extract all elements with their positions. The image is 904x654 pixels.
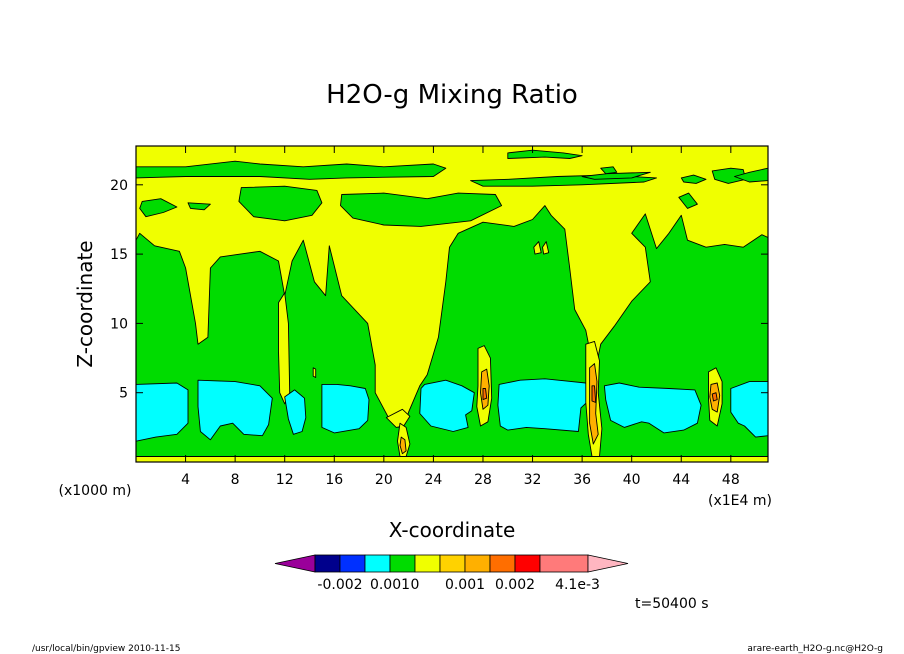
colorbar-labels: -0.002 0.001 0 0.001 0.002 4.1e-3: [317, 577, 599, 593]
chart-title: H2O-g Mixing Ratio: [326, 80, 578, 110]
x-unit-right: (x1E4 m): [708, 493, 772, 509]
x-axis-ticks: 4 8 12 16 20 24 28 32 36 40 44 48: [181, 146, 740, 488]
plot-frame: [135, 145, 769, 463]
y-tick-label: 5: [119, 386, 128, 402]
x-tick-label: 44: [672, 472, 690, 488]
colorbar-swatch: [464, 554, 491, 573]
contour-region-cyan: [136, 382, 189, 442]
contour-region-yellow: [533, 241, 542, 255]
colorbar-swatch: [489, 554, 516, 573]
contour-region-cyan: [497, 378, 589, 432]
x-tick-label: 20: [375, 472, 393, 488]
y-tick-label: 10: [110, 316, 128, 332]
x-tick-label: 16: [325, 472, 343, 488]
y-axis-ticks: 5 10 15 20: [110, 178, 768, 402]
contour-region-cyan: [321, 383, 370, 434]
contour-region-green: [680, 174, 707, 184]
colorbar-label: 0: [411, 577, 420, 593]
contour-region-orange: [482, 388, 488, 401]
contour-region-cyan: [730, 381, 768, 438]
contour-region-cyan: [197, 379, 273, 441]
contour-region-green: [136, 160, 447, 180]
colorbar-swatch: [389, 554, 416, 573]
footer-right: arare-earth_H2O-g.nc@H2O-g: [747, 644, 883, 654]
colorbar-swatch: [314, 554, 341, 573]
colorbar-swatch: [539, 554, 589, 573]
contour-region-green: [187, 202, 211, 211]
colorbar: [274, 554, 629, 573]
contour-region-green: [507, 149, 583, 159]
colorbar-label: 0.001: [370, 577, 410, 593]
colorbar-swatch: [414, 554, 441, 573]
y-tick-label: 20: [110, 178, 128, 194]
contour-region-cyan: [419, 379, 475, 432]
contour-region-green: [600, 166, 618, 175]
x-tick-label: 36: [573, 472, 591, 488]
x-tick-label: 12: [276, 472, 294, 488]
colorbar-swatch: [514, 554, 541, 573]
contour-region-green: [678, 192, 698, 209]
x-tick-label: 32: [524, 472, 542, 488]
x-tick-label: 40: [623, 472, 641, 488]
colorbar-swatch: [439, 554, 466, 573]
contour-region-green: [340, 192, 503, 227]
contour-region-orange_light: [589, 363, 599, 445]
contour-region-cyan: [284, 389, 307, 435]
x-tick-label: 8: [231, 472, 240, 488]
footer-left: /usr/local/bin/gpview 2010-11-15: [32, 644, 180, 654]
contour-region-green: [238, 185, 323, 222]
colorbar-high-arrow: [587, 554, 629, 573]
contour-regions: [136, 149, 768, 457]
contour-region-yellow: [312, 367, 317, 378]
colorbar-label: 4.1e-3: [555, 577, 600, 593]
contour-region-green: [139, 198, 178, 218]
contour-region-green: [734, 167, 768, 183]
contour-region-orange: [711, 392, 718, 402]
contour-region-yellow: [385, 408, 411, 428]
colorbar-label: 0.001: [445, 577, 485, 593]
x-unit-left: (x1000 m): [59, 483, 132, 499]
contour-region-orange: [591, 385, 597, 403]
colorbar-label: 0.002: [495, 577, 535, 593]
colorbar-label: -0.002: [317, 577, 362, 593]
contour-region-yellow: [542, 241, 550, 255]
x-axis-label: X-coordinate: [389, 518, 516, 542]
y-axis-label: Z-coordinate: [73, 240, 97, 367]
contour-region-orange_light: [399, 436, 407, 455]
contour-region-cyan: [603, 382, 702, 434]
contour-region-green: [581, 171, 651, 180]
colorbar-low-arrow: [274, 554, 316, 573]
x-tick-label: 28: [474, 472, 492, 488]
y-tick-label: 15: [110, 247, 128, 263]
x-tick-label: 24: [424, 472, 442, 488]
x-tick-label: 4: [181, 472, 190, 488]
time-label: t=50400 s: [635, 596, 709, 612]
colorbar-swatch: [339, 554, 366, 573]
colorbar-swatch: [364, 554, 391, 573]
x-tick-label: 48: [722, 472, 740, 488]
